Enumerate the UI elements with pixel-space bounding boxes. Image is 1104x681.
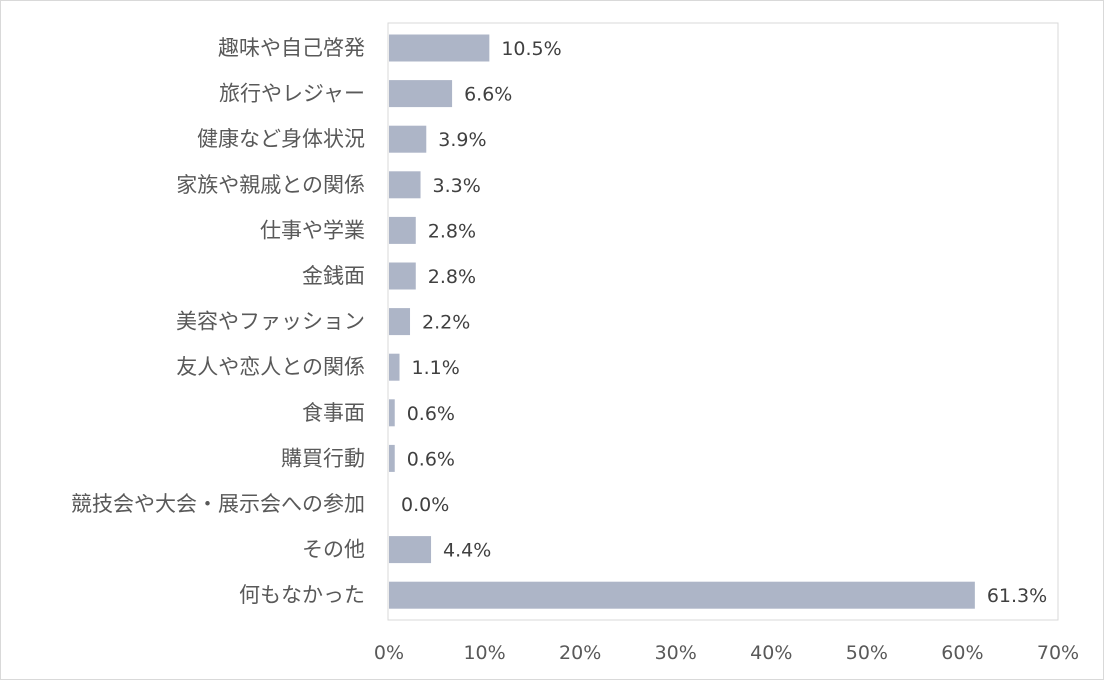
category-label: 購買行動 <box>281 446 365 470</box>
bar <box>389 125 427 153</box>
bar <box>389 444 395 472</box>
bar <box>389 262 416 290</box>
category-label: 競技会や大会・展示会への参加 <box>71 492 365 516</box>
value-label: 61.3% <box>987 585 1047 607</box>
category-label: 食事面 <box>302 401 365 425</box>
category-label: 家族や親戚との関係 <box>176 173 365 197</box>
value-label: 0.0% <box>401 494 449 516</box>
value-label: 1.1% <box>412 357 460 379</box>
value-label: 3.3% <box>433 175 481 197</box>
category-label: 仕事や学業 <box>260 218 365 242</box>
bar <box>389 34 490 62</box>
bar <box>389 308 411 336</box>
value-label: 4.4% <box>443 540 491 562</box>
category-label: 趣味や自己啓発 <box>218 36 365 60</box>
value-label: 6.6% <box>464 84 512 106</box>
x-tick-label: 40% <box>750 642 792 664</box>
category-label: 友人や恋人との関係 <box>176 355 365 379</box>
value-labels: 10.5% 6.6% 3.9% 3.3% 2.8% 2.8% 2.2% 1.1% 0.6% 0.6… <box>401 38 1047 607</box>
value-label: 2.8% <box>428 266 476 288</box>
bar <box>389 216 416 244</box>
category-label: 何もなかった <box>239 583 365 607</box>
x-tick-label: 30% <box>655 642 697 664</box>
category-label: 旅行やレジャー <box>219 82 365 106</box>
category-label: 美容やファッション <box>176 310 365 334</box>
x-tick-label: 10% <box>463 642 505 664</box>
category-label: 金銭面 <box>302 264 365 288</box>
bar <box>389 171 421 199</box>
x-tick-labels: 0% 10% 20% 30% 40% 50% 60% 70% <box>374 642 1079 664</box>
bar <box>389 536 432 564</box>
plot-area <box>387 22 1059 621</box>
value-label: 0.6% <box>407 403 455 425</box>
category-label: 健康など身体状況 <box>197 127 365 151</box>
x-tick-label: 20% <box>559 642 601 664</box>
value-label: 0.6% <box>407 448 455 470</box>
x-tick-label: 70% <box>1037 642 1079 664</box>
bars-layer <box>389 34 975 609</box>
category-labels: 趣味や自己啓発旅行やレジャー健康など身体状況家族や親戚との関係仕事や学業金銭面美… <box>71 36 365 607</box>
x-tick-label: 50% <box>846 642 888 664</box>
value-label: 10.5% <box>501 38 561 60</box>
bar <box>389 353 400 381</box>
value-label: 3.9% <box>438 129 486 151</box>
value-label: 2.8% <box>428 220 476 242</box>
value-label: 2.2% <box>422 312 470 334</box>
bar <box>389 581 975 609</box>
bar <box>389 80 453 108</box>
category-label: その他 <box>302 538 365 562</box>
bar <box>389 399 395 427</box>
x-tick-label: 60% <box>941 642 983 664</box>
x-tick-label: 0% <box>374 642 404 664</box>
